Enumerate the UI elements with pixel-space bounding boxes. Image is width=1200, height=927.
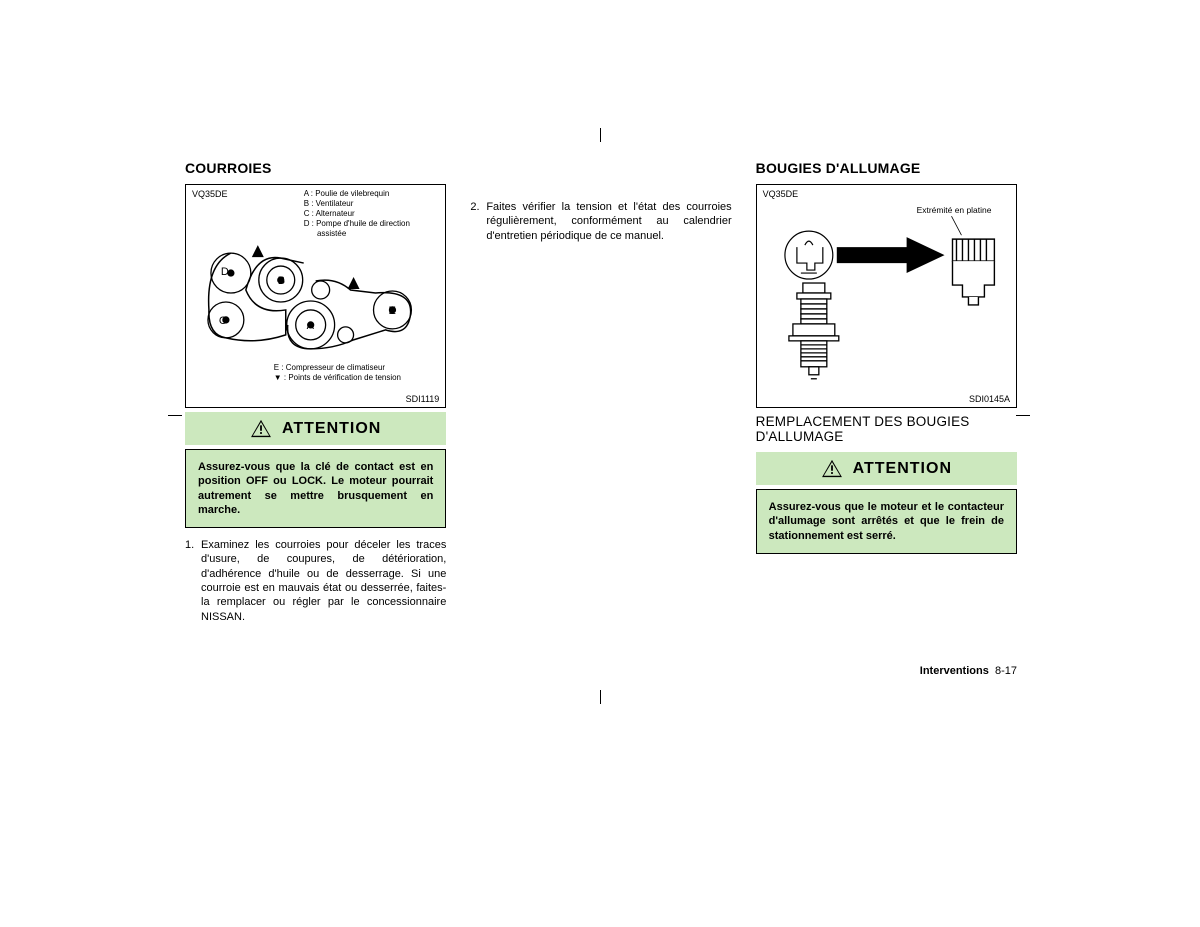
list-item: 2. Faites vérifier la tension et l'état … (470, 200, 731, 243)
list-number: 2. (470, 200, 486, 243)
legend-d: D : Pompe d'huile de direction assistée (304, 219, 444, 239)
warning-label: ATTENTION (853, 460, 952, 478)
warning-icon (821, 459, 843, 478)
figure-engine-code: VQ35DE (763, 189, 799, 199)
legend-e: E : Compresseur de climatiseur (274, 363, 444, 373)
list-item: 1. Examinez les courroies pour déceler l… (185, 538, 446, 624)
callout-label: Extrémité en platine (916, 205, 991, 215)
figure-reference: SDI0145A (969, 394, 1010, 404)
legend-c: C : Alternateur (304, 209, 444, 219)
list-number: 1. (185, 538, 201, 624)
warning-label: ATTENTION (282, 420, 381, 438)
column-2: 2. Faites vérifier la tension et l'état … (470, 160, 731, 630)
warning-icon (250, 419, 272, 438)
step-list-1: 1. Examinez les courroies pour déceler l… (185, 538, 446, 624)
label-e: E (388, 305, 395, 317)
heading-belts: COURROIES (185, 160, 446, 176)
crop-mark (600, 690, 601, 704)
warning-banner-2: ATTENTION (756, 452, 1017, 485)
warning-text-1: Assurez-vous que la clé de contact est e… (185, 449, 446, 528)
footer-section: Interventions (920, 665, 989, 677)
list-text: Faites vérifier la tension et l'état des… (486, 200, 731, 243)
figure-engine-code: VQ35DE (192, 189, 228, 199)
figure-belt-diagram: VQ35DE SDI1119 A : Poulie de vilebrequin… (185, 184, 446, 408)
warning-text-2: Assurez-vous que le moteur et le contact… (756, 489, 1017, 554)
column-3: BOUGIES D'ALLUMAGE VQ35DE SDI0145A Extré… (756, 160, 1017, 630)
column-1: COURROIES VQ35DE SDI1119 A : Poulie de v… (185, 160, 446, 630)
legend-t: ▼ : Points de vérification de tension (274, 373, 444, 383)
crop-mark (168, 415, 182, 416)
belt-routing-svg: A : Poulie de vilebrequin B : Ventilateu… (186, 185, 445, 395)
crop-mark (1016, 415, 1030, 416)
label-b: B (278, 275, 285, 287)
figure-reference: SDI1119 (406, 394, 440, 404)
sparkplug-svg: Extrémité en platine (757, 185, 1016, 395)
heading-plugs: BOUGIES D'ALLUMAGE (756, 160, 1017, 176)
figure-sparkplug: VQ35DE SDI0145A Extrémité en platine (756, 184, 1017, 408)
label-a: A (307, 320, 315, 332)
footer-page: 8-17 (995, 665, 1017, 677)
page-footer: Interventions 8-17 (920, 665, 1017, 677)
warning-banner-1: ATTENTION (185, 412, 446, 445)
step-list-2: 2. Faites vérifier la tension et l'état … (470, 200, 731, 243)
crop-mark (600, 128, 601, 142)
label-d: D (221, 266, 229, 278)
label-c: C (219, 315, 227, 327)
legend-b: B : Ventilateur (304, 199, 444, 209)
list-text: Examinez les courroies pour déceler les … (201, 538, 446, 624)
legend-a: A : Poulie de vilebrequin (304, 189, 444, 199)
subheading-replace: REMPLACEMENT DES BOUGIES D'ALLUMAGE (756, 414, 1017, 444)
page-content: COURROIES VQ35DE SDI1119 A : Poulie de v… (185, 160, 1017, 630)
